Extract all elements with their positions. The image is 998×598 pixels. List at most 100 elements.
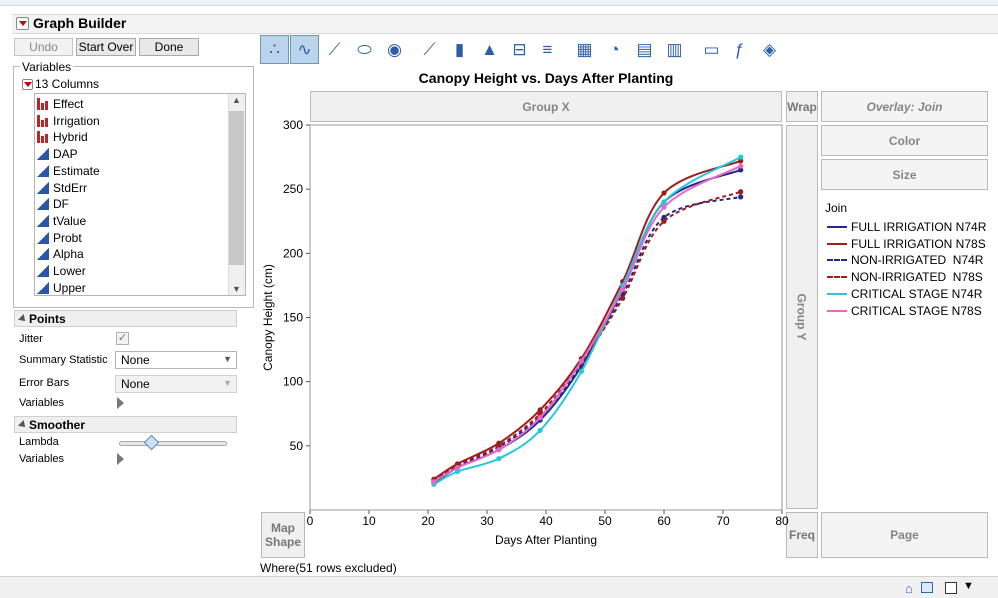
x-tick-label: 50 (598, 514, 612, 528)
freq-zone[interactable]: Freq (786, 512, 818, 558)
legend-swatch (827, 242, 847, 245)
histogram-icon[interactable]: ≡ (542, 39, 553, 59)
columns-menu-icon[interactable] (22, 78, 33, 90)
map-shape-zone[interactable]: Map Shape (261, 512, 305, 558)
error-bars-select[interactable]: None ▼ (115, 375, 237, 393)
data-point (738, 194, 744, 200)
graph-builder-menu-icon[interactable] (16, 17, 29, 30)
column-item[interactable]: Probt (37, 230, 82, 246)
page-zone[interactable]: Page (821, 512, 988, 558)
map-shape-icon[interactable]: ◈ (762, 39, 777, 59)
contour-icon[interactable]: ◉ (387, 39, 402, 59)
size-zone[interactable]: Size (821, 159, 988, 190)
window-top-edge (0, 0, 998, 6)
column-item[interactable]: Estimate (37, 163, 100, 179)
column-item[interactable]: Irrigation (37, 113, 100, 129)
home-icon[interactable]: ⌂ (905, 581, 913, 596)
data-point (537, 427, 543, 434)
continuous-column-icon (37, 231, 49, 244)
column-item[interactable]: Lower (37, 263, 86, 279)
jitter-checkbox[interactable]: ✓ (116, 332, 129, 345)
group-y-zone[interactable]: Group Y (786, 125, 818, 509)
points-section-header[interactable]: Points (14, 310, 237, 327)
lambda-slider-thumb[interactable] (144, 434, 160, 451)
error-bars-value: None (121, 377, 150, 391)
legend-item[interactable]: NON-IRRIGATED N74R (827, 252, 983, 268)
jitter-label: Jitter (19, 333, 43, 345)
points-variables-expand-icon[interactable] (117, 397, 124, 409)
box-plot-icon[interactable]: ⊟ (512, 39, 527, 59)
summary-statistic-select[interactable]: None ▼ (115, 351, 237, 369)
column-item[interactable]: DAP (37, 146, 78, 162)
color-zone[interactable]: Color (821, 125, 988, 156)
column-item[interactable]: tValue (37, 213, 86, 229)
undo-button[interactable]: Undo (14, 38, 73, 56)
window-list-icon[interactable] (921, 582, 933, 593)
data-point (738, 154, 744, 160)
heatmap-icon[interactable]: ▦ (576, 39, 593, 59)
data-point (620, 286, 626, 292)
legend-item[interactable]: CRITICAL STAGE N74R (827, 286, 982, 302)
data-point (661, 199, 667, 205)
treemap-icon[interactable]: ▤ (636, 39, 653, 59)
bar-icon[interactable]: ▮ (454, 39, 465, 59)
smoother-icon[interactable]: ∿ (290, 35, 319, 64)
data-point (738, 189, 744, 195)
scroll-up-icon[interactable]: ▲ (232, 95, 241, 105)
legend-label: FULL IRRIGATION N78S (851, 236, 986, 251)
smoother-variables-expand-icon[interactable] (117, 453, 124, 465)
column-name: Lower (53, 264, 86, 278)
wrap-zone[interactable]: Wrap (786, 91, 818, 122)
chevron-down-icon[interactable]: ▼ (963, 580, 974, 592)
legend-title: Join (825, 201, 848, 215)
legend-item[interactable]: CRITICAL STAGE N78S (827, 303, 982, 319)
continuous-column-icon (37, 248, 49, 261)
data-point (620, 295, 626, 301)
column-name: Probt (53, 230, 82, 245)
lambda-slider-track[interactable] (119, 441, 227, 446)
start-over-button[interactable]: Start Over (76, 38, 136, 56)
caption-box-icon[interactable]: ▭ (703, 39, 720, 59)
legend-item[interactable]: FULL IRRIGATION N78S (827, 236, 986, 252)
data-point (661, 204, 667, 210)
points-header-label: Points (29, 311, 66, 326)
app-title: Graph Builder (33, 15, 127, 31)
column-item[interactable]: StdErr (37, 180, 87, 196)
legend-swatch (827, 259, 847, 262)
column-name: Alpha (53, 247, 84, 262)
lambda-label: Lambda (19, 436, 59, 448)
pie-icon[interactable]: ◔ (609, 39, 620, 59)
done-button[interactable]: Done (139, 38, 199, 56)
line-of-fit-icon[interactable]: ⟋ (328, 39, 341, 59)
data-point (661, 218, 667, 224)
column-list[interactable]: Effect Irrigation Hybrid DAP Estimate StdErr D… (34, 93, 246, 296)
legend-swatch (827, 226, 847, 228)
continuous-column-icon (37, 148, 49, 161)
data-point (537, 415, 543, 421)
plot-area[interactable]: 0 10 20 30 40 50 60 70 80 50 100 150 200 250 300 Days A… (255, 120, 795, 560)
overlay-zone[interactable]: Overlay: Join (821, 91, 988, 122)
group-x-zone[interactable]: Group X (310, 91, 782, 122)
legend-item[interactable]: NON-IRRIGATED N78S (827, 269, 983, 285)
data-point (738, 167, 744, 173)
column-item[interactable]: Alpha (37, 246, 84, 262)
window-checkbox-icon[interactable] (945, 582, 957, 594)
line-icon[interactable]: ⟋ (423, 39, 436, 59)
scroll-down-icon[interactable]: ▼ (232, 284, 241, 294)
legend-item[interactable]: FULL IRRIGATION N74R (827, 219, 986, 235)
points-icon[interactable]: ∴ (260, 35, 289, 64)
column-item[interactable]: DF (37, 196, 69, 212)
legend-label: CRITICAL STAGE N74R (851, 286, 983, 301)
scroll-thumb[interactable] (229, 111, 244, 265)
columns-header[interactable]: 13 Columns (22, 77, 99, 91)
ellipse-icon[interactable]: ⬭ (357, 39, 372, 59)
formula-icon[interactable]: ƒ (734, 39, 745, 59)
x-tick-label: 80 (775, 514, 789, 528)
column-item[interactable]: Upper (37, 280, 86, 295)
data-point (496, 447, 502, 453)
column-item[interactable]: Effect (37, 96, 83, 112)
column-item[interactable]: Hybrid (37, 129, 88, 145)
mosaic-icon[interactable]: ▥ (666, 39, 683, 59)
smoother-section-header[interactable]: Smoother (14, 416, 237, 433)
area-icon[interactable]: ▲ (481, 39, 498, 59)
